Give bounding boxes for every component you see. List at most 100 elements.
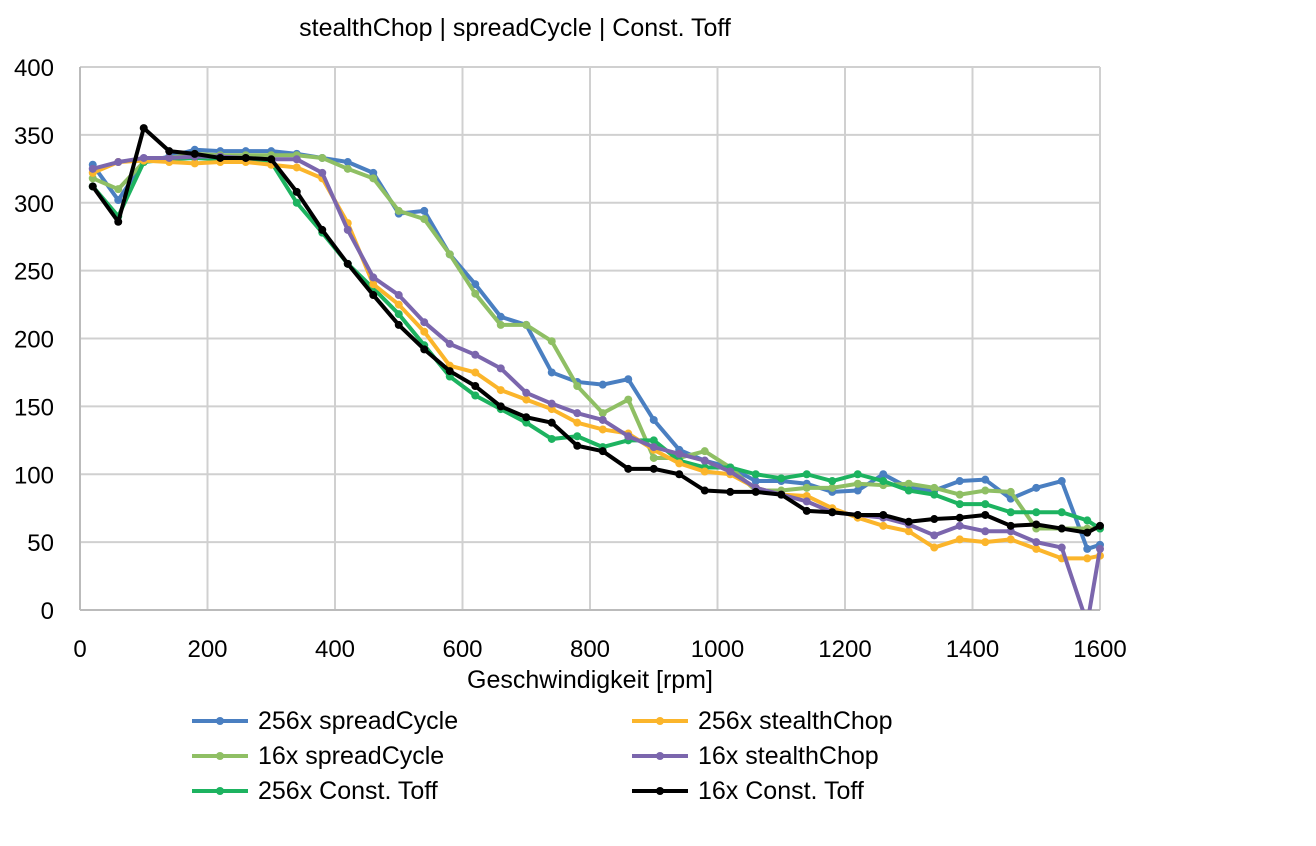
x-axis-label: Geschwindigkeit [rpm]	[467, 666, 713, 694]
data-point	[394, 310, 403, 319]
data-point	[139, 153, 148, 162]
data-point	[1096, 521, 1104, 530]
legend-item: 256x stealthChop	[630, 706, 950, 736]
data-point	[88, 182, 97, 191]
data-point	[445, 339, 454, 348]
y-tick-label: 50	[27, 530, 54, 557]
data-point	[904, 479, 913, 488]
data-point	[445, 367, 454, 376]
data-point	[292, 155, 301, 164]
y-tick-label: 350	[14, 123, 54, 150]
data-point	[828, 477, 837, 486]
data-point	[777, 474, 786, 483]
series-5	[88, 124, 1104, 537]
data-point	[394, 206, 403, 215]
y-tick-label: 400	[14, 55, 54, 82]
data-point	[675, 449, 684, 458]
data-point	[802, 470, 811, 479]
data-point	[190, 159, 199, 168]
data-point	[522, 388, 531, 397]
x-tick-label: 1600	[1073, 636, 1126, 663]
data-point	[981, 510, 990, 519]
data-point	[522, 413, 531, 422]
x-tick-label: 200	[187, 636, 227, 663]
data-point	[853, 479, 862, 488]
data-point	[496, 364, 505, 373]
data-point	[292, 198, 301, 207]
data-point	[981, 538, 990, 547]
y-tick-label: 0	[41, 598, 54, 625]
data-point	[496, 320, 505, 329]
data-point	[1057, 508, 1066, 517]
legend-item: 256x spreadCycle	[190, 706, 630, 736]
legend-swatch	[632, 752, 688, 760]
data-point	[802, 497, 811, 506]
data-point	[1096, 544, 1104, 553]
data-point	[1032, 508, 1041, 517]
data-point	[828, 483, 837, 492]
data-point	[1006, 508, 1015, 517]
data-point	[1083, 620, 1091, 628]
data-point	[573, 432, 582, 441]
data-point	[675, 470, 684, 479]
data-point	[343, 158, 352, 167]
data-point	[1057, 524, 1066, 533]
legend-label: 256x Const. Toff	[258, 776, 438, 805]
data-point	[726, 487, 735, 496]
y-tick-label: 300	[14, 191, 54, 218]
data-point	[547, 399, 556, 408]
series-2	[88, 153, 1104, 533]
data-point	[471, 280, 480, 289]
data-point	[751, 470, 760, 479]
series-line	[91, 147, 1101, 551]
data-point	[522, 395, 531, 404]
data-point	[879, 510, 888, 519]
x-tick-label: 0	[73, 636, 86, 663]
y-tick-label: 200	[14, 327, 54, 354]
data-point	[828, 508, 837, 517]
data-point	[1057, 543, 1066, 552]
data-point	[955, 521, 964, 530]
data-point	[88, 164, 97, 173]
data-point	[853, 486, 862, 495]
chart-title: stealthChop | spreadCycle | Const. Toff	[299, 14, 731, 42]
data-point	[955, 477, 964, 486]
data-point	[1006, 487, 1015, 496]
data-point	[573, 382, 582, 391]
data-point	[547, 434, 556, 443]
data-point	[649, 415, 658, 424]
series-line	[91, 151, 1100, 531]
data-point	[394, 300, 403, 309]
data-point	[471, 368, 480, 377]
legend-swatch	[192, 752, 248, 760]
data-point	[343, 225, 352, 234]
data-point	[802, 506, 811, 515]
data-point	[879, 521, 888, 530]
data-point	[700, 447, 709, 456]
data-point	[292, 163, 301, 172]
data-point	[496, 402, 505, 411]
data-point	[700, 456, 709, 465]
data-point	[190, 149, 199, 158]
data-point	[1057, 477, 1066, 486]
data-point	[904, 517, 913, 526]
data-point	[318, 168, 327, 177]
legend-swatch	[192, 787, 248, 795]
data-point	[267, 155, 276, 164]
series-4	[88, 152, 1104, 628]
data-point	[216, 153, 225, 162]
series-0	[88, 145, 1104, 553]
data-point	[726, 467, 735, 476]
data-point	[547, 368, 556, 377]
data-point	[573, 418, 582, 427]
legend-label: 256x spreadCycle	[258, 706, 459, 735]
data-point	[598, 409, 607, 418]
data-point	[904, 527, 913, 536]
x-tick-label: 1200	[818, 636, 871, 663]
data-point	[751, 477, 760, 486]
data-point	[649, 443, 658, 452]
data-point	[751, 487, 760, 496]
data-point	[955, 513, 964, 522]
data-point	[930, 515, 939, 524]
data-point	[1006, 521, 1015, 530]
